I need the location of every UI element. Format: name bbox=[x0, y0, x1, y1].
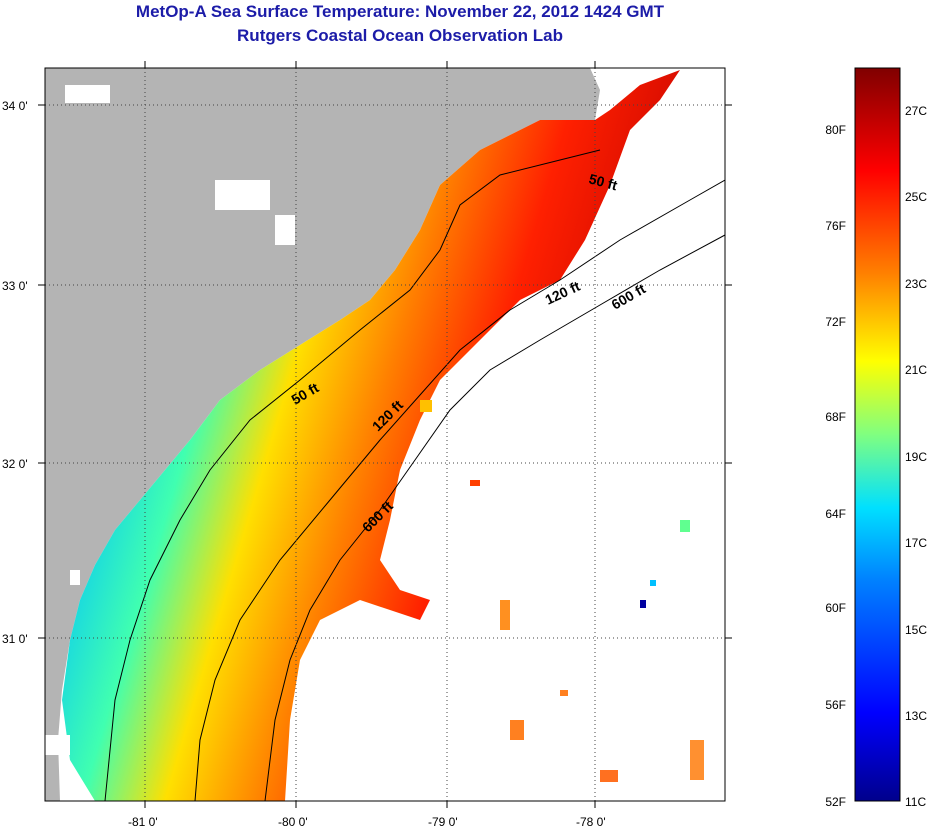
lat-label-34: 34 0' bbox=[2, 99, 28, 113]
lon-label-81: -81 0' bbox=[128, 815, 158, 829]
contour-label-50ft-north: 50 ft bbox=[587, 170, 619, 193]
lat-label-33: 33 0' bbox=[2, 279, 28, 293]
map-frame bbox=[44, 67, 726, 802]
map-subtitle: Rutgers Coastal Ocean Observation Lab bbox=[237, 26, 563, 45]
lon-label-80: -80 0' bbox=[278, 815, 308, 829]
cloud-mask-patches bbox=[45, 85, 295, 755]
lon-label-78: -78 0' bbox=[576, 815, 606, 829]
lat-label-31: 31 0' bbox=[2, 632, 28, 646]
contour-600ft-line bbox=[264, 234, 725, 801]
lat-label-32: 32 0' bbox=[2, 457, 28, 471]
sst-field bbox=[62, 70, 680, 801]
lon-label-79: -79 0' bbox=[428, 815, 458, 829]
contour-50ft-line bbox=[104, 149, 601, 801]
scattered-sst-pixels bbox=[420, 400, 704, 782]
tick-marks bbox=[38, 61, 732, 808]
land-area bbox=[45, 68, 600, 801]
graticule bbox=[45, 68, 725, 801]
contour-120ft-line bbox=[194, 179, 725, 801]
map-title: MetOp-A Sea Surface Temperature: Novembe… bbox=[135, 2, 665, 21]
